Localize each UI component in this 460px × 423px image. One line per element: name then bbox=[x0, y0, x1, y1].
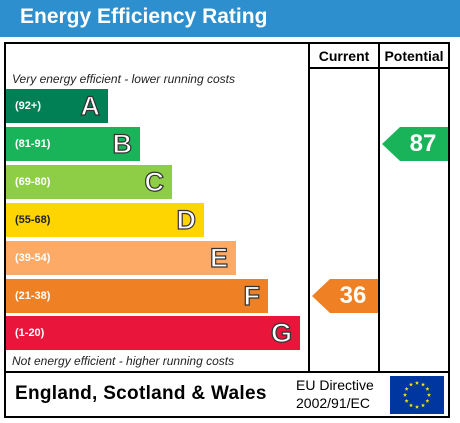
top-note: Very energy efficient - lower running co… bbox=[12, 72, 235, 86]
current-column-header: Current bbox=[318, 48, 370, 64]
star-icon bbox=[404, 386, 409, 391]
eu-directive-line2: 2002/91/EC bbox=[296, 395, 370, 411]
band-letter: F bbox=[243, 280, 261, 311]
eu-directive: EU Directive 2002/91/EC bbox=[296, 376, 374, 412]
band-e: (39-54) E bbox=[6, 241, 236, 275]
band-letter: A bbox=[80, 90, 101, 121]
band-d: (55-68) D bbox=[6, 203, 204, 237]
title-bar: Energy Efficiency Rating bbox=[0, 0, 460, 37]
star-icon bbox=[414, 404, 420, 409]
eu-directive-line1: EU Directive bbox=[296, 377, 374, 393]
star-icon bbox=[420, 403, 426, 408]
band-letter: B bbox=[112, 128, 133, 159]
potential-rating-marker: 87 bbox=[382, 127, 448, 161]
band-range: (21-38) bbox=[15, 290, 51, 302]
current-column-divider bbox=[308, 42, 310, 373]
current-rating-value: 36 bbox=[339, 282, 367, 309]
band-range: (39-54) bbox=[15, 252, 51, 264]
band-a: (92+) A bbox=[6, 89, 108, 123]
band-letter: G bbox=[270, 317, 292, 348]
band-range: (81-91) bbox=[15, 138, 51, 150]
star-icon bbox=[414, 380, 420, 385]
band-g: (1-20) G bbox=[6, 316, 300, 350]
band-range: (69-80) bbox=[15, 176, 51, 188]
bottom-note: Not energy efficient - higher running co… bbox=[12, 354, 235, 368]
footer-country: England, Scotland & Wales bbox=[15, 383, 267, 404]
band-f: (21-38) F bbox=[6, 279, 268, 313]
potential-column-divider bbox=[378, 42, 380, 373]
band-range: (1-20) bbox=[15, 327, 45, 339]
star-icon bbox=[404, 398, 409, 403]
potential-arrow-shape bbox=[382, 127, 448, 161]
star-icon bbox=[420, 382, 426, 387]
star-icon bbox=[425, 398, 430, 403]
band-letter: D bbox=[176, 204, 197, 235]
rating-frame bbox=[4, 42, 450, 418]
star-icon bbox=[402, 392, 408, 397]
star-icon bbox=[426, 392, 432, 397]
footer-divider bbox=[4, 371, 450, 373]
band-range: (55-68) bbox=[15, 214, 51, 226]
band-c: (69-80) C bbox=[6, 165, 172, 199]
eu-flag-icon bbox=[390, 376, 444, 414]
band-letter: C bbox=[144, 166, 165, 197]
current-arrow-shape bbox=[312, 279, 378, 313]
star-icon bbox=[425, 386, 430, 391]
potential-column-header: Potential bbox=[384, 48, 444, 64]
page-title: Energy Efficiency Rating bbox=[20, 5, 268, 28]
band-range: (92+) bbox=[15, 100, 41, 112]
potential-rating-value: 87 bbox=[409, 130, 437, 157]
star-icon bbox=[408, 403, 414, 408]
star-icon bbox=[408, 382, 414, 387]
current-rating-marker: 36 bbox=[312, 279, 378, 313]
band-b: (81-91) B bbox=[6, 127, 140, 161]
band-letter: E bbox=[209, 242, 228, 273]
